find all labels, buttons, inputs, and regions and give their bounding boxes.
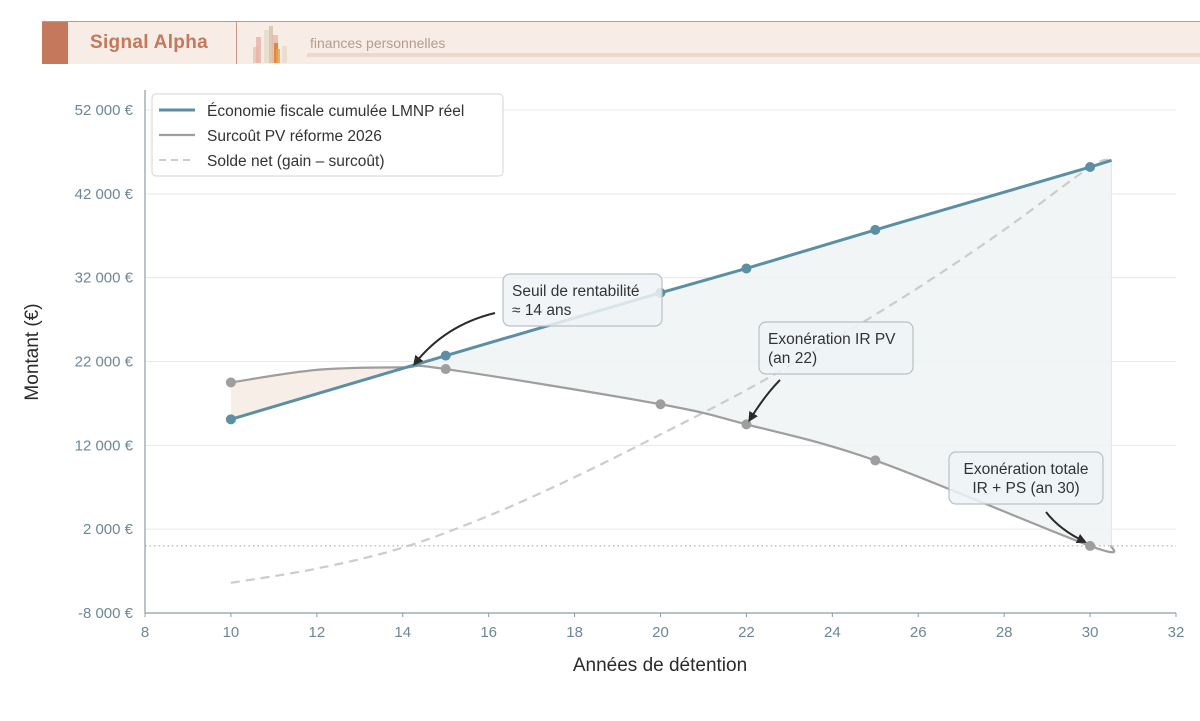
legend-box bbox=[151, 93, 504, 177]
data-point-economie bbox=[870, 224, 881, 235]
brand-swatch bbox=[42, 22, 68, 64]
data-point-economie bbox=[225, 414, 236, 425]
annotation-text: IR + PS (an 30) bbox=[972, 480, 1079, 497]
x-tick-label: 30 bbox=[1082, 624, 1099, 641]
annotation-box bbox=[948, 451, 1104, 505]
x-tick-label: 18 bbox=[566, 624, 583, 641]
x-tick-label: 10 bbox=[223, 624, 240, 641]
annotation: Exonération IR PV (an 22) bbox=[748, 321, 914, 423]
x-tick-label: 16 bbox=[480, 624, 497, 641]
y-tick-label: 2 000 € bbox=[83, 521, 134, 538]
y-axis-title: Montant (€) bbox=[22, 303, 43, 400]
x-tick-label: 8 bbox=[141, 624, 149, 641]
legend-label: Économie fiscale cumulée LMNP réel bbox=[207, 103, 464, 120]
legend-label: Solde net (gain – surcoût) bbox=[207, 153, 385, 170]
brand-name: Signal Alpha bbox=[90, 32, 208, 53]
annotation-arrow bbox=[1045, 511, 1087, 544]
data-point-surcout bbox=[655, 399, 666, 410]
annotation-arrow bbox=[413, 312, 496, 366]
x-axis-title: Années de détention bbox=[573, 655, 747, 676]
annotation-text: (an 22) bbox=[768, 350, 817, 367]
annotation-text: Exonération totale bbox=[964, 461, 1089, 478]
x-tick-label: 24 bbox=[824, 624, 841, 641]
legend: Économie fiscale cumulée LMNP réel Surcoû… bbox=[151, 93, 504, 177]
annotation-box bbox=[758, 321, 914, 375]
annotation: Seuil de rentabilité ≈ 14 ans bbox=[413, 273, 663, 366]
y-tick-label: -8 000 € bbox=[78, 605, 134, 622]
data-point-economie bbox=[741, 263, 752, 274]
data-point-surcout bbox=[870, 455, 881, 466]
x-tick-label: 26 bbox=[910, 624, 927, 641]
y-tick-label: 22 000 € bbox=[75, 354, 134, 371]
x-tick-label: 22 bbox=[738, 624, 755, 641]
annotation: Exonération totale IR + PS (an 30) bbox=[948, 451, 1104, 544]
tagline-underline bbox=[307, 53, 1200, 57]
series-lines bbox=[225, 158, 1116, 584]
annotation-text: ≈ 14 ans bbox=[512, 302, 572, 319]
bar-chart-logo-icon bbox=[253, 26, 287, 63]
y-tick-label: 52 000 € bbox=[75, 102, 134, 119]
data-point-surcout bbox=[741, 419, 752, 430]
annotation-text: Exonération IR PV bbox=[768, 331, 896, 348]
axes: -8 000 € 2 000 € 12 000 € 22 000 € 32 000 € 4… bbox=[75, 90, 1185, 641]
brand-header: Signal Alpha finances personnelles bbox=[42, 21, 1200, 64]
series-net-balance bbox=[230, 158, 1112, 584]
brand-tagline: finances personnelles bbox=[310, 35, 446, 51]
x-tick-label: 20 bbox=[652, 624, 669, 641]
y-tick-label: 42 000 € bbox=[75, 186, 134, 203]
x-tick-label: 28 bbox=[996, 624, 1013, 641]
x-tick-label: 14 bbox=[394, 624, 411, 641]
legend-label: Surcoût PV réforme 2026 bbox=[207, 128, 382, 145]
annotation-text: Seuil de rentabilité bbox=[512, 283, 640, 300]
annotation-box bbox=[502, 273, 663, 327]
x-tick-label: 32 bbox=[1168, 624, 1185, 641]
data-point-surcout bbox=[1085, 540, 1096, 551]
annotation-arrow bbox=[748, 379, 781, 423]
data-point-economie bbox=[1085, 162, 1096, 173]
data-point-surcout bbox=[440, 364, 451, 375]
data-point-surcout bbox=[225, 377, 236, 388]
y-tick-label: 32 000 € bbox=[75, 270, 134, 287]
x-tick-label: 12 bbox=[308, 624, 325, 641]
data-point-economie bbox=[440, 350, 451, 361]
annotations: Seuil de rentabilité ≈ 14 ans Exonération … bbox=[413, 273, 1104, 544]
y-tick-label: 12 000 € bbox=[75, 437, 134, 454]
header-divider bbox=[236, 22, 237, 64]
